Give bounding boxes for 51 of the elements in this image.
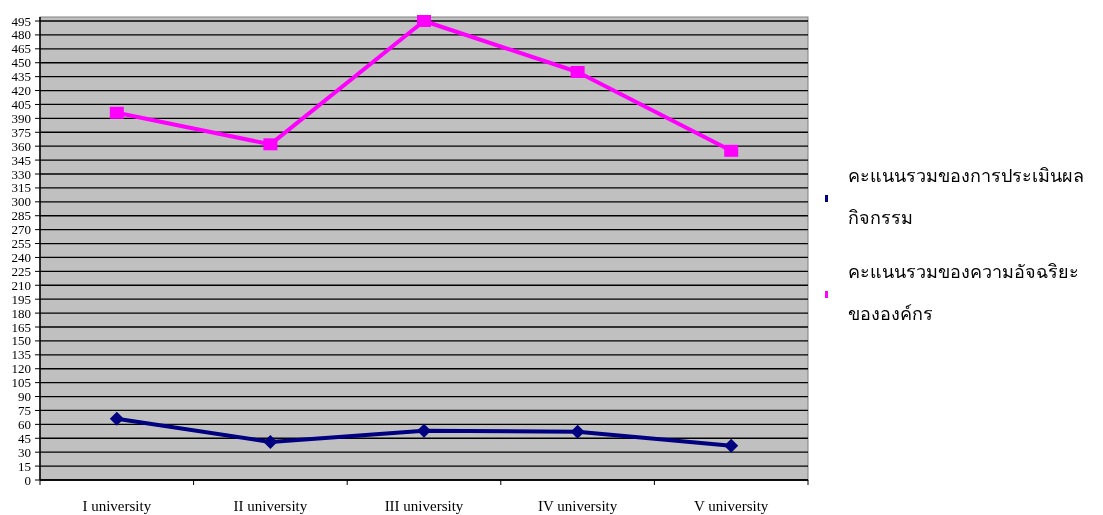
- y-tick-label: 150: [11, 333, 31, 349]
- legend-label: คะแนนรวมของการประเมินผลกิจกรรม: [848, 165, 1084, 228]
- y-tick-label: 315: [11, 180, 31, 196]
- x-tick-label: III university: [384, 498, 464, 514]
- y-tick-label: 15: [18, 458, 31, 474]
- legend-label: คะแนนรวมของความอัจฉริยะขององค์กร: [848, 261, 1079, 324]
- y-tick-label: 75: [18, 402, 31, 418]
- y-tick-label: 360: [11, 138, 31, 154]
- y-tick-label: 30: [18, 444, 31, 460]
- point: [417, 423, 431, 438]
- point: [570, 424, 585, 439]
- x-tick-label: I university: [82, 498, 152, 514]
- y-tick-label: 210: [11, 277, 31, 293]
- y-tick-label: 390: [11, 110, 31, 126]
- y-tick-label: 480: [11, 27, 31, 43]
- y-tick-label: 285: [11, 208, 31, 224]
- y-tick-label: 165: [11, 319, 31, 335]
- y-tick-label: 465: [11, 41, 31, 57]
- y-tick-label: 330: [11, 166, 31, 182]
- y-tick-label: 60: [18, 416, 31, 432]
- x-tick-label: IV university: [537, 498, 618, 514]
- y-tick-label: 120: [11, 361, 31, 377]
- y-tick-label: 105: [11, 375, 31, 391]
- y-tick-label: 180: [11, 305, 31, 321]
- y-tick-label: 195: [11, 291, 31, 307]
- y-tick-label: 405: [11, 96, 31, 112]
- point: [263, 434, 278, 449]
- y-tick-label: 435: [11, 69, 31, 85]
- y-tick-label: 270: [11, 222, 31, 238]
- point: [417, 15, 431, 27]
- point: [570, 66, 585, 78]
- x-tick-label: V university: [694, 498, 769, 514]
- y-tick-label: 225: [11, 263, 31, 279]
- point: [109, 106, 124, 119]
- y-tick-label: 0: [24, 472, 31, 488]
- y-tick-label: 495: [11, 13, 31, 29]
- y-tick-label: 345: [11, 152, 31, 168]
- point: [724, 438, 739, 453]
- y-tick-label: 90: [18, 389, 31, 405]
- point: [109, 411, 124, 426]
- y-tick-label: 255: [11, 236, 31, 252]
- y-tick-label: 300: [11, 194, 31, 210]
- y-tick-label: 420: [11, 83, 31, 99]
- y-tick-label: 450: [11, 55, 31, 71]
- y-tick-label: 375: [11, 124, 31, 140]
- y-tick-label: 135: [11, 347, 31, 363]
- point: [263, 138, 278, 151]
- y-tick-label: 45: [18, 430, 31, 446]
- y-tick-label: 240: [11, 249, 31, 265]
- point: [724, 144, 739, 157]
- x-tick-label: II university: [233, 498, 308, 514]
